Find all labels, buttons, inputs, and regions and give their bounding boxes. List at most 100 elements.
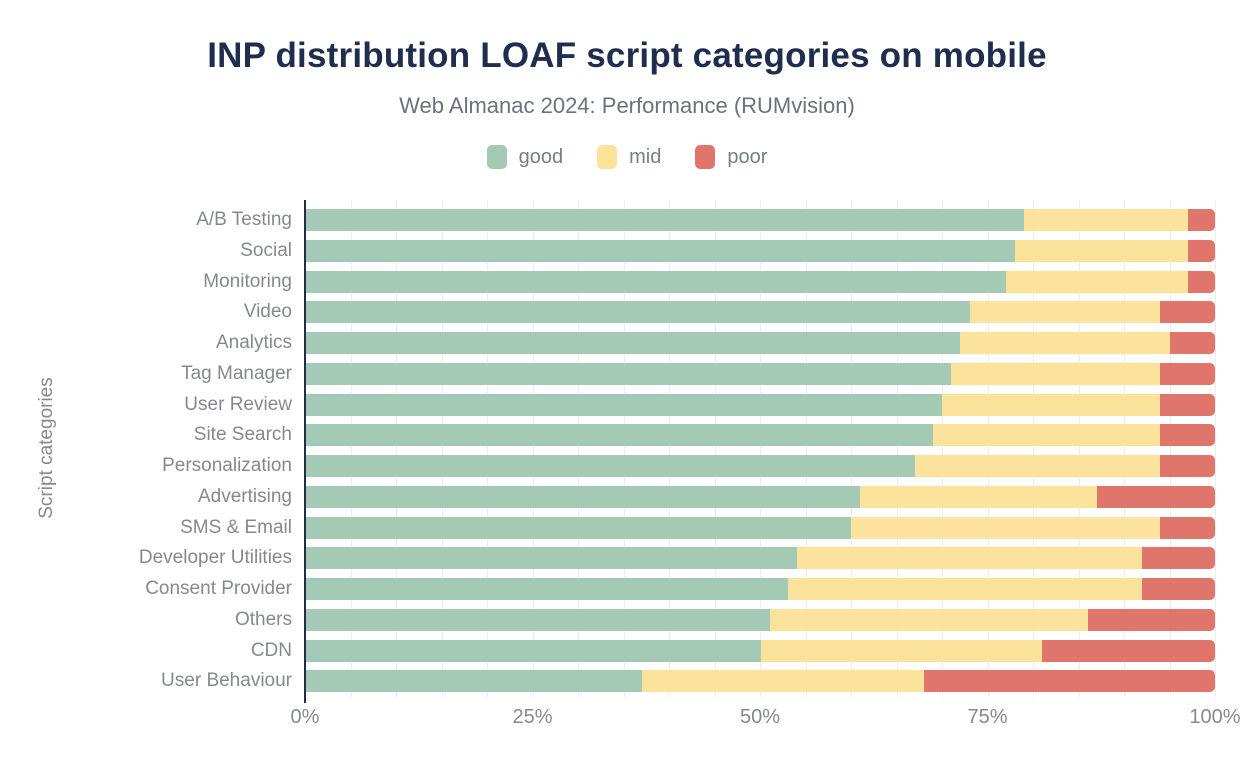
gridline — [1124, 200, 1125, 697]
bar-segment-good — [306, 455, 916, 477]
bar-segment-mid — [787, 578, 1143, 600]
bar-row — [306, 393, 1215, 416]
category-label: User Review — [184, 393, 292, 415]
gridline — [760, 200, 761, 697]
gridline — [532, 200, 534, 697]
category-label: CDN — [250, 639, 292, 661]
bar-segment-mid — [1015, 239, 1188, 262]
gridline — [669, 200, 670, 697]
category-label: User Behaviour — [161, 670, 292, 692]
bar-row — [306, 670, 1215, 693]
x-tick-label: 75% — [967, 706, 1008, 728]
x-tick-label: 50% — [739, 706, 781, 728]
category-label: Consent Provider — [145, 578, 292, 599]
legend: good mid poor — [0, 145, 1254, 169]
y-axis-line — [304, 200, 306, 703]
bar-segment-mid — [760, 639, 1043, 662]
x-tick-label: 0% — [290, 706, 320, 728]
bar-segment-mid — [951, 362, 1161, 385]
bar-segment-mid — [969, 301, 1161, 324]
bar-segment-good — [306, 362, 952, 385]
bar-segment-mid — [1024, 209, 1188, 231]
gridline — [805, 200, 807, 697]
gridline — [851, 200, 852, 697]
bar-row — [306, 209, 1215, 231]
bar-segment-good — [306, 670, 643, 693]
gridline — [1215, 200, 1216, 697]
bar-segment-mid — [960, 332, 1170, 354]
bar-row — [306, 332, 1215, 354]
category-label: Others — [234, 608, 292, 630]
bar-row — [306, 362, 1215, 385]
legend-swatch-good-icon — [486, 145, 507, 169]
category-label: Analytics — [215, 332, 292, 353]
bar-row — [306, 485, 1215, 508]
gridline — [987, 200, 989, 697]
bar-segment-mid — [933, 424, 1161, 447]
bar-segment-poor — [924, 670, 1215, 693]
legend-item-poor: poor — [695, 145, 767, 169]
bar-segment-poor — [1160, 362, 1215, 385]
gridline — [487, 200, 488, 697]
bar-segment-poor — [1096, 485, 1215, 508]
bar-segment-poor — [1087, 608, 1215, 631]
gridline — [714, 200, 716, 697]
gridline — [1078, 200, 1080, 697]
bar-segment-mid — [796, 547, 1143, 570]
bar-segment-good — [306, 301, 970, 324]
gridline — [578, 200, 579, 697]
bar-segment-good — [306, 393, 943, 416]
legend-swatch-poor-icon — [695, 145, 716, 169]
bar-segment-mid — [915, 455, 1161, 477]
bar-segment-poor — [1160, 516, 1215, 539]
gridline — [396, 200, 397, 697]
category-label: Advertising — [198, 485, 292, 507]
bar-segment-mid — [942, 393, 1161, 416]
bar-segment-poor — [1160, 424, 1215, 447]
bar-segment-poor — [1187, 209, 1215, 231]
bar-segment-good — [306, 547, 797, 570]
bar-row — [306, 424, 1215, 447]
category-label: Personalization — [162, 455, 292, 476]
category-label: SMS & Email — [180, 516, 292, 538]
bar-row — [306, 608, 1215, 631]
bar-segment-good — [306, 332, 961, 354]
bar-segment-mid — [642, 670, 925, 693]
bar-row — [306, 270, 1215, 293]
bar-row — [306, 455, 1215, 477]
x-tick-label: 100% — [1189, 706, 1241, 728]
legend-item-mid: mid — [597, 145, 661, 169]
plot-area — [304, 200, 1216, 703]
bar-segment-good — [306, 608, 770, 631]
category-label: Monitoring — [203, 270, 292, 292]
gridline — [1169, 200, 1171, 697]
bar-row — [306, 301, 1215, 324]
bar-segment-poor — [1187, 239, 1215, 262]
legend-label-good: good — [518, 145, 564, 168]
bar-segment-mid — [860, 485, 1097, 508]
x-tick-label: 25% — [512, 706, 553, 728]
legend-swatch-mid-icon — [597, 145, 618, 169]
bar-row — [306, 639, 1215, 662]
bar-row — [306, 578, 1215, 600]
bar-segment-poor — [1142, 547, 1215, 570]
bar-segment-good — [306, 578, 788, 600]
legend-label-mid: mid — [629, 145, 662, 168]
category-label: Developer Utilities — [138, 547, 292, 569]
bar-segment-good — [306, 209, 1025, 231]
bar-segment-poor — [1169, 332, 1215, 354]
chart-subtitle: Web Almanac 2024: Performance (RUMvision… — [399, 93, 855, 118]
gridline — [623, 200, 625, 697]
bar-segment-good — [306, 270, 1006, 293]
bar-segment-good — [306, 485, 861, 508]
gridline — [896, 200, 898, 697]
bar-row — [306, 516, 1215, 539]
chart-title: INP distribution LOAF script categories … — [207, 36, 1047, 75]
bar-row — [306, 547, 1215, 570]
gridline — [942, 200, 943, 697]
gridline — [441, 200, 443, 697]
bar-segment-poor — [1142, 578, 1215, 600]
bar-segment-good — [306, 424, 934, 447]
bar-segment-poor — [1160, 455, 1215, 477]
